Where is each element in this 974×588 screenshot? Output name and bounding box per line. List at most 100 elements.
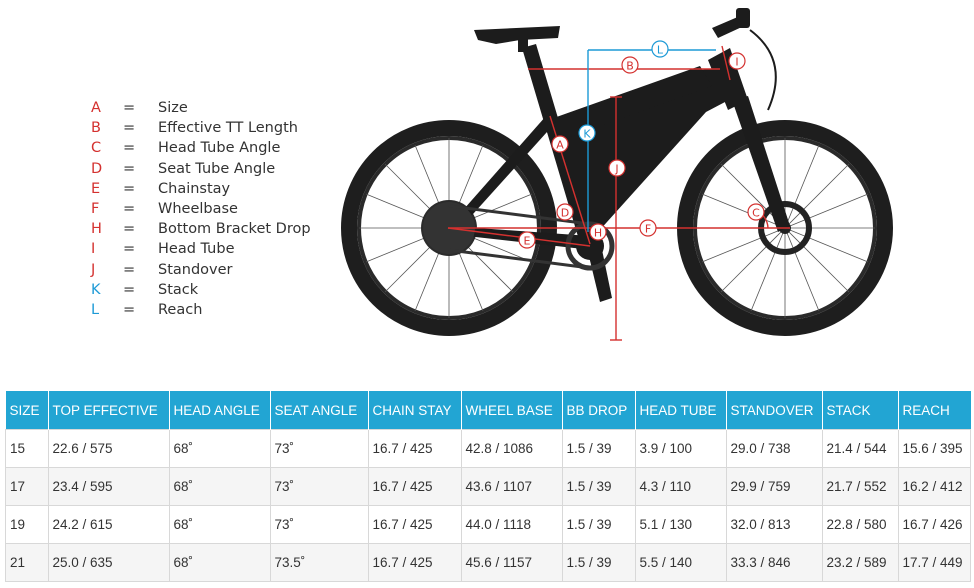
legend-row-a: A = Size	[88, 98, 328, 118]
legend-equals: =	[123, 180, 136, 197]
cell-seat-angle: 73˚	[269, 505, 369, 544]
geometry-table: SIZE TOP EFFECTIVE HEAD ANGLE SEAT ANGLE…	[5, 391, 971, 582]
legend-label: Size	[158, 100, 188, 116]
legend-equals: =	[123, 221, 136, 238]
cell-bb-drop: 1.5 / 39	[561, 429, 636, 468]
cell-reach: 16.2 / 412	[897, 467, 971, 506]
cell-reach: 15.6 / 395	[897, 429, 971, 468]
cell-head-tube: 5.5 / 140	[634, 543, 727, 582]
legend-letter: F	[91, 200, 100, 217]
svg-text:K: K	[583, 128, 591, 141]
legend-letter: E	[91, 180, 101, 197]
legend-row-e: E = Chainstay	[88, 179, 328, 199]
cell-chain-stay: 16.7 / 425	[367, 429, 462, 468]
cell-top-effective: 24.2 / 615	[47, 505, 170, 544]
legend-letter: D	[91, 160, 103, 177]
legend-row-c: C = Head Tube Angle	[88, 138, 328, 158]
legend-letter: K	[91, 281, 101, 298]
cell-stack: 22.8 / 580	[821, 505, 899, 544]
cell-seat-angle: 73˚	[269, 429, 369, 468]
header-bb-drop: BB DROP	[562, 391, 636, 430]
table-row: 15 22.6 / 575 68˚ 73˚ 16.7 / 425 42.8 / …	[5, 429, 971, 468]
cell-head-angle: 68˚	[168, 429, 271, 468]
bike-frame	[423, 8, 790, 302]
legend-letter: B	[91, 120, 101, 137]
marker-k: K	[578, 124, 596, 142]
cell-head-angle: 68˚	[168, 505, 271, 544]
cell-wheel-base: 45.6 / 1157	[460, 543, 563, 582]
marker-a: A	[551, 135, 569, 153]
cell-wheel-base: 44.0 / 1118	[460, 505, 563, 544]
cell-seat-angle: 73.5˚	[269, 543, 369, 582]
marker-c: C	[747, 203, 765, 221]
header-wheel-base: WHEEL BASE	[461, 391, 563, 430]
header-stack: STACK	[822, 391, 899, 430]
cell-top-effective: 23.4 / 595	[47, 467, 170, 506]
legend-row-k: K = Stack	[88, 280, 328, 300]
cell-top-effective: 22.6 / 575	[47, 429, 170, 468]
table-row: 17 23.4 / 595 68˚ 73˚ 16.7 / 425 43.6 / …	[5, 467, 971, 506]
legend-row-i: I = Head Tube	[88, 239, 328, 259]
legend-equals: =	[123, 140, 136, 157]
legend-row-j: J = Standover	[88, 260, 328, 280]
svg-text:I: I	[735, 56, 738, 69]
svg-text:F: F	[645, 223, 651, 236]
cell-bb-drop: 1.5 / 39	[561, 467, 636, 506]
cell-reach: 17.7 / 449	[897, 543, 971, 582]
marker-e: E	[518, 231, 536, 249]
legend-label: Wheelbase	[158, 200, 238, 217]
legend-label: Reach	[158, 301, 203, 318]
brake-cable	[749, 29, 777, 111]
legend-row-f: F = Wheelbase	[88, 199, 328, 219]
header-size: SIZE	[5, 391, 49, 430]
cell-head-tube: 4.3 / 110	[634, 467, 727, 506]
header-seat-angle: SEAT ANGLE	[270, 391, 369, 430]
legend-equals: =	[123, 160, 136, 177]
cell-head-angle: 68˚	[168, 467, 271, 506]
legend-equals: =	[123, 261, 136, 278]
table-row: 19 24.2 / 615 68˚ 73˚ 16.7 / 425 44.0 / …	[5, 505, 971, 544]
svg-text:L: L	[657, 44, 664, 57]
legend-equals: =	[123, 241, 136, 258]
cell-reach: 16.7 / 426	[897, 505, 971, 544]
marker-d: D	[556, 203, 574, 221]
svg-text:B: B	[626, 60, 634, 73]
geometry-legend: A = Size B = Effective TT Length C = Hea…	[88, 98, 328, 320]
cell-size: 15	[5, 429, 49, 468]
svg-text:A: A	[556, 139, 564, 152]
cell-wheel-base: 42.8 / 1086	[460, 429, 563, 468]
svg-text:H: H	[594, 227, 602, 240]
legend-letter: I	[91, 241, 96, 258]
cell-wheel-base: 43.6 / 1107	[460, 467, 563, 506]
legend-label: Bottom Bracket Drop	[158, 221, 311, 238]
cell-standover: 29.0 / 738	[725, 429, 823, 468]
header-top-effective: TOP EFFECTIVE	[48, 391, 170, 430]
cell-standover: 33.3 / 846	[725, 543, 823, 582]
cell-stack: 21.7 / 552	[821, 467, 899, 506]
svg-text:J: J	[614, 163, 618, 176]
bike-geometry-diagram: L B I K A J D C	[341, 8, 893, 341]
cell-head-angle: 68˚	[168, 543, 271, 582]
cell-bb-drop: 1.5 / 39	[561, 543, 636, 582]
svg-text:D: D	[561, 207, 569, 220]
legend-equals: =	[123, 281, 136, 298]
header-reach: REACH	[898, 391, 971, 430]
marker-f: F	[639, 219, 657, 237]
legend-label: Chainstay	[158, 180, 231, 197]
cell-stack: 23.2 / 589	[821, 543, 899, 582]
svg-text:C: C	[752, 207, 760, 220]
marker-i: I	[728, 52, 746, 70]
legend-label: Standover	[158, 261, 233, 278]
diagram-markers: L B I K A J D C	[518, 40, 765, 249]
legend-equals: =	[123, 120, 136, 137]
header-head-tube: HEAD TUBE	[635, 391, 727, 430]
legend-letter: H	[91, 221, 102, 238]
cell-head-tube: 3.9 / 100	[634, 429, 727, 468]
legend-label: Head Tube	[158, 241, 235, 258]
cell-head-tube: 5.1 / 130	[634, 505, 727, 544]
legend-letter: J	[91, 261, 96, 278]
legend-letter: C	[91, 140, 102, 157]
marker-b: B	[621, 56, 639, 74]
legend-label: Effective TT Length	[158, 120, 298, 137]
marker-h: H	[589, 223, 607, 241]
